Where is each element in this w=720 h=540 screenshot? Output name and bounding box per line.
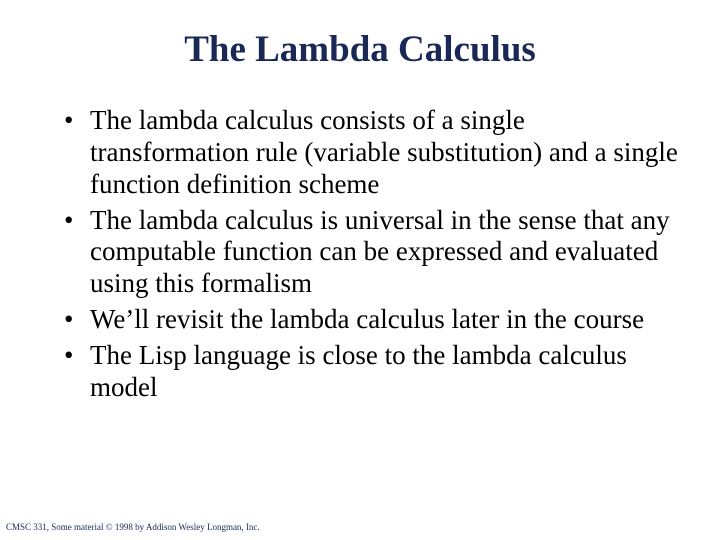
slide-container: The Lambda Calculus The lambda calculus … (0, 0, 720, 540)
bullet-item: The lambda calculus is universal in the … (64, 205, 690, 301)
bullet-list: The lambda calculus consists of a single… (30, 105, 690, 404)
slide-footer: CMSC 331, Some material © 1998 by Addiso… (6, 522, 260, 532)
slide-title: The Lambda Calculus (30, 28, 690, 71)
bullet-item: The lambda calculus consists of a single… (64, 105, 690, 201)
bullet-item: We’ll revisit the lambda calculus later … (64, 304, 690, 336)
bullet-item: The Lisp language is close to the lambda… (64, 340, 690, 404)
